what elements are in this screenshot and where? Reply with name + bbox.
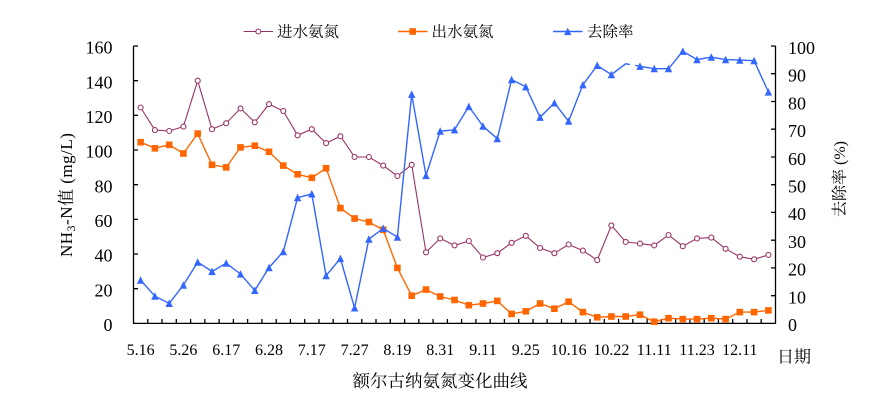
- svg-text:9.11: 9.11: [469, 342, 496, 359]
- svg-text:额尔古纳氨氮变化曲线: 额尔古纳氨氮变化曲线: [353, 368, 528, 393]
- svg-text:NH3-N值 (mg/L): NH3-N值 (mg/L): [52, 133, 78, 257]
- svg-text:100: 100: [788, 38, 815, 58]
- svg-text:0: 0: [788, 315, 797, 335]
- svg-text:8.31: 8.31: [426, 342, 454, 359]
- svg-text:160: 160: [86, 38, 113, 58]
- svg-text:6.28: 6.28: [255, 342, 283, 359]
- svg-text:去除率 (%): 去除率 (%): [827, 141, 850, 217]
- svg-text:出水氨氮: 出水氨氮: [432, 20, 495, 42]
- svg-text:90: 90: [788, 66, 806, 86]
- svg-text:去除率: 去除率: [587, 20, 634, 42]
- svg-text:40: 40: [788, 204, 806, 224]
- svg-text:30: 30: [788, 232, 806, 252]
- svg-text:日期: 日期: [777, 343, 811, 368]
- svg-text:进水氨氮: 进水氨氮: [277, 20, 340, 42]
- svg-text:10.16: 10.16: [551, 342, 587, 359]
- svg-text:11.11: 11.11: [637, 342, 672, 359]
- svg-text:8.19: 8.19: [383, 342, 411, 359]
- svg-text:7.17: 7.17: [298, 342, 326, 359]
- svg-text:120: 120: [86, 107, 113, 127]
- svg-text:60: 60: [788, 149, 806, 169]
- svg-text:11.23: 11.23: [679, 342, 714, 359]
- svg-text:20: 20: [788, 260, 806, 280]
- svg-text:12.11: 12.11: [722, 342, 757, 359]
- svg-text:100: 100: [86, 142, 113, 162]
- svg-text:9.25: 9.25: [512, 342, 540, 359]
- svg-text:80: 80: [95, 176, 113, 196]
- svg-text:20: 20: [95, 280, 113, 300]
- svg-text:50: 50: [788, 177, 806, 197]
- svg-text:6.17: 6.17: [212, 342, 240, 359]
- svg-text:5.16: 5.16: [127, 342, 155, 359]
- svg-text:70: 70: [788, 121, 806, 141]
- svg-text:10: 10: [788, 288, 806, 308]
- svg-text:140: 140: [86, 72, 113, 92]
- svg-text:5.26: 5.26: [169, 342, 197, 359]
- svg-text:0: 0: [104, 315, 113, 335]
- svg-text:60: 60: [95, 211, 113, 231]
- svg-text:80: 80: [788, 93, 806, 113]
- svg-text:40: 40: [95, 246, 113, 266]
- svg-text:10.22: 10.22: [593, 342, 629, 359]
- svg-text:7.27: 7.27: [341, 342, 369, 359]
